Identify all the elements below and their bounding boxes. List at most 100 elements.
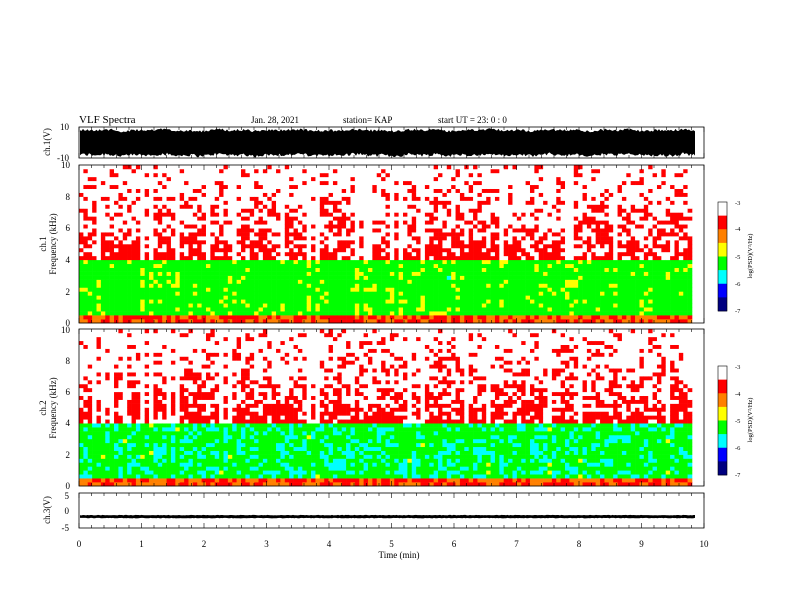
spectrogram-cell <box>302 307 307 312</box>
spectrogram-cell <box>490 319 496 324</box>
spectrogram-cell <box>149 275 154 280</box>
spectrogram-cell <box>297 299 303 304</box>
spectrogram-cell <box>455 196 461 201</box>
spectrogram-cell <box>429 208 434 213</box>
spectrogram-cell <box>350 212 356 217</box>
spectrogram-cell <box>534 228 540 233</box>
spectrogram-cell <box>192 165 198 170</box>
spectrogram-cell <box>446 251 452 257</box>
spectrogram-cell <box>407 287 413 292</box>
spectrogram-cell <box>538 165 544 170</box>
spectrogram-cell <box>617 184 623 189</box>
spectrogram-cell <box>556 168 561 174</box>
spectrogram-cell <box>131 165 137 170</box>
spectrogram-cell <box>398 224 404 229</box>
spectrogram-cell <box>144 247 150 253</box>
spectrogram-cell <box>512 251 518 257</box>
spectrogram-cell <box>214 287 220 292</box>
spectrogram-cell <box>477 240 483 245</box>
spectrogram-cell <box>341 247 347 253</box>
spectrogram-cell <box>433 180 439 186</box>
spectrogram-cell <box>192 172 198 178</box>
spectrogram-cell <box>324 291 329 296</box>
spectrogram-cell <box>354 275 360 280</box>
spectrogram-cell <box>227 287 233 292</box>
spectrogram-cell <box>311 271 316 276</box>
spectrogram-cell <box>127 184 132 189</box>
spectrogram-cell <box>608 255 614 261</box>
spectrogram-cell <box>608 251 614 257</box>
spectrogram-cell <box>227 200 233 205</box>
spectrogram-cell <box>166 220 172 225</box>
spectrogram-cell <box>529 216 535 221</box>
spectrogram-cell <box>109 315 115 320</box>
spectrogram-cell <box>569 307 575 312</box>
spectrogram-cell <box>376 263 382 268</box>
spectrogram-cell <box>87 307 93 312</box>
spectrogram-cell <box>319 267 325 272</box>
spectrogram-cell <box>127 291 132 296</box>
spectrogram-cell <box>569 319 575 324</box>
spectrogram-cell <box>328 192 334 197</box>
spectrogram-cell <box>363 255 369 261</box>
spectrogram-cell <box>494 247 500 253</box>
spectrogram-cell <box>424 208 430 213</box>
spectrogram-cell <box>210 176 216 182</box>
spectrogram-cell <box>188 232 194 237</box>
spectrogram-cell <box>79 287 84 292</box>
spectrogram-cell <box>490 180 496 186</box>
spectrogram-cell <box>157 255 163 261</box>
spectrogram-cell <box>166 165 172 170</box>
spectrogram-cell <box>100 176 106 182</box>
spectrogram-cell <box>438 232 443 237</box>
spectrogram-cell <box>114 176 119 182</box>
spectrogram-cell <box>604 212 610 217</box>
spectrogram-cell <box>591 255 596 261</box>
spectrogram-cell <box>556 236 561 241</box>
spectrogram-cell <box>280 275 286 280</box>
spectrogram-cell <box>341 216 347 221</box>
spectrogram-cell <box>319 291 325 296</box>
spectrogram-cell <box>394 176 399 182</box>
spectrogram-cell <box>363 220 369 225</box>
spectrogram-cell <box>481 212 487 217</box>
spectrogram-cell <box>276 255 281 261</box>
spectrogram-cell <box>109 283 115 288</box>
spectrogram-cell <box>311 255 316 261</box>
spectrogram-cell <box>131 255 137 261</box>
spectrogram-cell <box>324 188 329 193</box>
spectrogram-cell <box>534 247 540 253</box>
spectrogram-cell <box>149 295 154 300</box>
spectrogram-cell <box>188 228 194 233</box>
spectrogram-cell <box>197 216 202 221</box>
spectrogram-cell <box>214 251 220 257</box>
spectrogram-cell <box>407 192 413 197</box>
spectrogram-cell <box>398 275 404 280</box>
spectrogram-cell <box>573 295 579 300</box>
spectrogram-cell <box>236 208 242 213</box>
spectrogram-cell <box>429 244 434 249</box>
spectrogram-cell <box>407 259 413 265</box>
spectrogram-cell <box>591 188 596 193</box>
spectrogram-cell <box>424 307 430 312</box>
spectrogram-cell <box>179 192 185 197</box>
spectrogram-cell <box>578 247 583 253</box>
spectrogram-cell <box>293 299 299 304</box>
spectrogram-cell <box>337 259 343 265</box>
spectrogram-cell <box>179 247 185 253</box>
spectrogram-cell <box>96 255 102 261</box>
spectrogram-cell <box>236 192 242 197</box>
spectrogram-cell <box>586 208 592 213</box>
spectrogram-cell <box>105 287 110 292</box>
spectrogram-cell <box>127 287 132 292</box>
spectrogram-cell <box>490 263 496 268</box>
spectrogram-cell <box>197 212 202 217</box>
spectrogram-cell <box>346 315 351 320</box>
spectrogram-cell <box>372 180 378 186</box>
spectrogram-cell <box>403 291 408 296</box>
spectrogram-cell <box>521 319 526 324</box>
spectrogram-cell <box>451 236 456 241</box>
spectrogram-cell <box>359 176 364 182</box>
spectrogram-cell <box>192 303 198 308</box>
spectrogram-cell <box>600 208 605 213</box>
